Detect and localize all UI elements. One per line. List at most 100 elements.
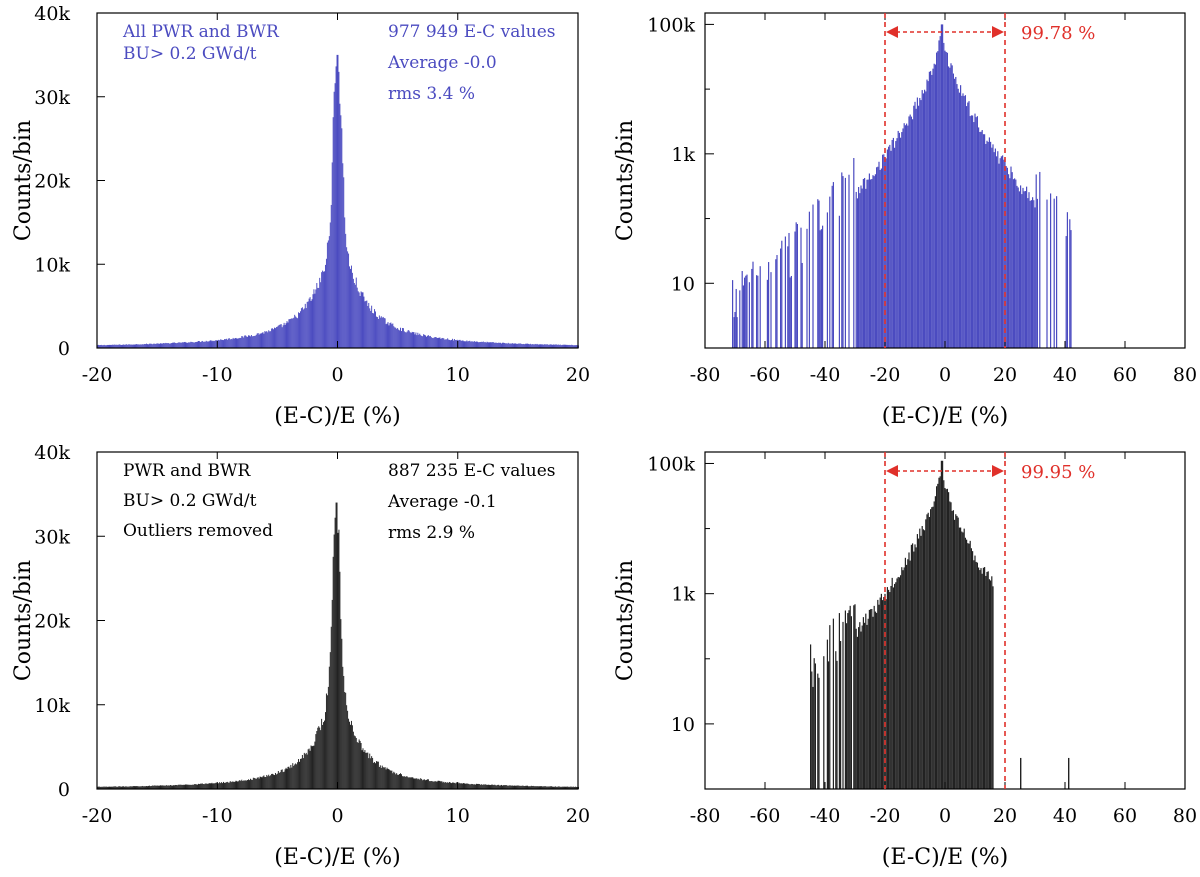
histogram-bar — [991, 147, 993, 348]
histogram-bar — [497, 342, 499, 348]
histogram-bar — [414, 778, 416, 789]
histogram-bar — [309, 750, 311, 789]
histogram-bar — [278, 772, 280, 789]
histogram-bar — [99, 786, 101, 789]
histogram-bar — [262, 776, 264, 789]
histogram-bar — [504, 343, 506, 348]
histogram-bar — [820, 229, 822, 348]
histogram-bar — [438, 780, 440, 789]
histogram-bar — [455, 340, 457, 348]
histogram-bar — [458, 339, 460, 348]
histogram-bar — [154, 785, 156, 789]
histogram-bar — [950, 63, 952, 348]
histogram-bar — [895, 141, 897, 348]
histogram-bar — [223, 782, 225, 789]
histogram-bar — [328, 236, 330, 348]
histogram-bar — [882, 600, 884, 789]
histogram-bar — [254, 778, 256, 789]
histogram-bar — [160, 785, 162, 789]
histogram-bar — [780, 248, 782, 348]
histogram-bar — [436, 338, 438, 348]
histogram-bar — [880, 593, 882, 789]
histogram-bar — [979, 570, 981, 789]
histogram-bar — [952, 73, 954, 348]
histogram-bar — [250, 335, 252, 348]
histogram-bar — [274, 327, 275, 348]
histogram-bar — [734, 311, 736, 348]
histogram-bar — [853, 605, 855, 789]
histogram-bar — [325, 693, 327, 789]
histogram-bar — [936, 52, 938, 348]
histogram-bar — [307, 749, 309, 789]
histogram-bar — [212, 783, 214, 789]
histogram-bar — [530, 785, 532, 789]
histogram-bar — [888, 589, 890, 789]
histogram-bar — [811, 671, 813, 789]
histogram-bar — [826, 639, 828, 789]
histogram-bar — [300, 758, 302, 789]
histogram-bar — [902, 128, 904, 348]
histogram-bar — [305, 308, 307, 348]
histogram-bar — [810, 644, 812, 789]
histogram-bar — [562, 786, 564, 789]
histogram-bar — [392, 773, 394, 789]
histogram-bar — [189, 784, 191, 789]
histogram-bar — [132, 786, 134, 789]
histogram-bar — [352, 278, 354, 348]
histogram-bar — [198, 341, 200, 348]
histogram-bar — [167, 343, 169, 348]
histogram-bar — [386, 767, 388, 789]
histogram-bar — [570, 345, 572, 348]
histogram-bar — [223, 340, 224, 348]
histogram-bar — [925, 91, 927, 349]
histogram-bar — [990, 580, 992, 789]
histogram-bar — [903, 567, 905, 789]
histogram-bar — [922, 93, 924, 349]
histogram-bar — [506, 343, 508, 348]
histogram-bar — [992, 586, 994, 789]
histogram-bar — [516, 343, 518, 348]
histogram-bar — [387, 322, 389, 348]
histogram-bar — [866, 624, 868, 789]
histogram-bar — [552, 344, 553, 348]
histogram-bar — [478, 342, 480, 348]
histogram-bar — [549, 344, 551, 348]
histogram-bar — [310, 745, 312, 789]
histogram-bar — [229, 339, 231, 348]
histogram-bar — [191, 341, 193, 348]
histogram-bar — [844, 610, 846, 789]
histogram-bar — [450, 340, 452, 348]
histogram-bar — [139, 344, 141, 348]
y-tick-label: 40k — [34, 3, 70, 25]
histogram-bar — [874, 611, 876, 789]
histogram-bar — [390, 322, 392, 348]
histogram-bar — [415, 778, 417, 789]
histogram-bar — [389, 770, 391, 789]
histogram-bar — [151, 344, 153, 348]
histogram-bar — [507, 785, 509, 789]
histogram-bar — [402, 328, 404, 348]
histogram-bar — [255, 778, 257, 789]
histogram-bar — [933, 501, 935, 789]
histogram-bar — [817, 199, 819, 348]
histogram-bar — [976, 116, 978, 348]
histogram-bar — [572, 786, 574, 789]
histogram-bar — [920, 535, 922, 789]
histogram-bar — [209, 340, 211, 348]
histogram-bar — [425, 335, 426, 348]
histogram-bar — [149, 786, 151, 789]
histogram-bar — [282, 772, 284, 789]
histogram-bar — [468, 341, 470, 348]
histogram-bar — [421, 779, 423, 789]
histogram-bar — [506, 785, 508, 789]
histogram-bar — [303, 308, 305, 348]
histogram-bar — [378, 766, 380, 789]
histogram-bar — [225, 782, 227, 789]
histogram-bar — [330, 626, 332, 789]
histogram-bar — [937, 51, 939, 349]
histogram-bar — [498, 784, 500, 789]
histogram-bar — [411, 331, 413, 348]
histogram-bar — [416, 778, 418, 789]
coverage-bracket: 99.78 % — [884, 13, 1095, 348]
histogram-bar — [426, 335, 428, 348]
